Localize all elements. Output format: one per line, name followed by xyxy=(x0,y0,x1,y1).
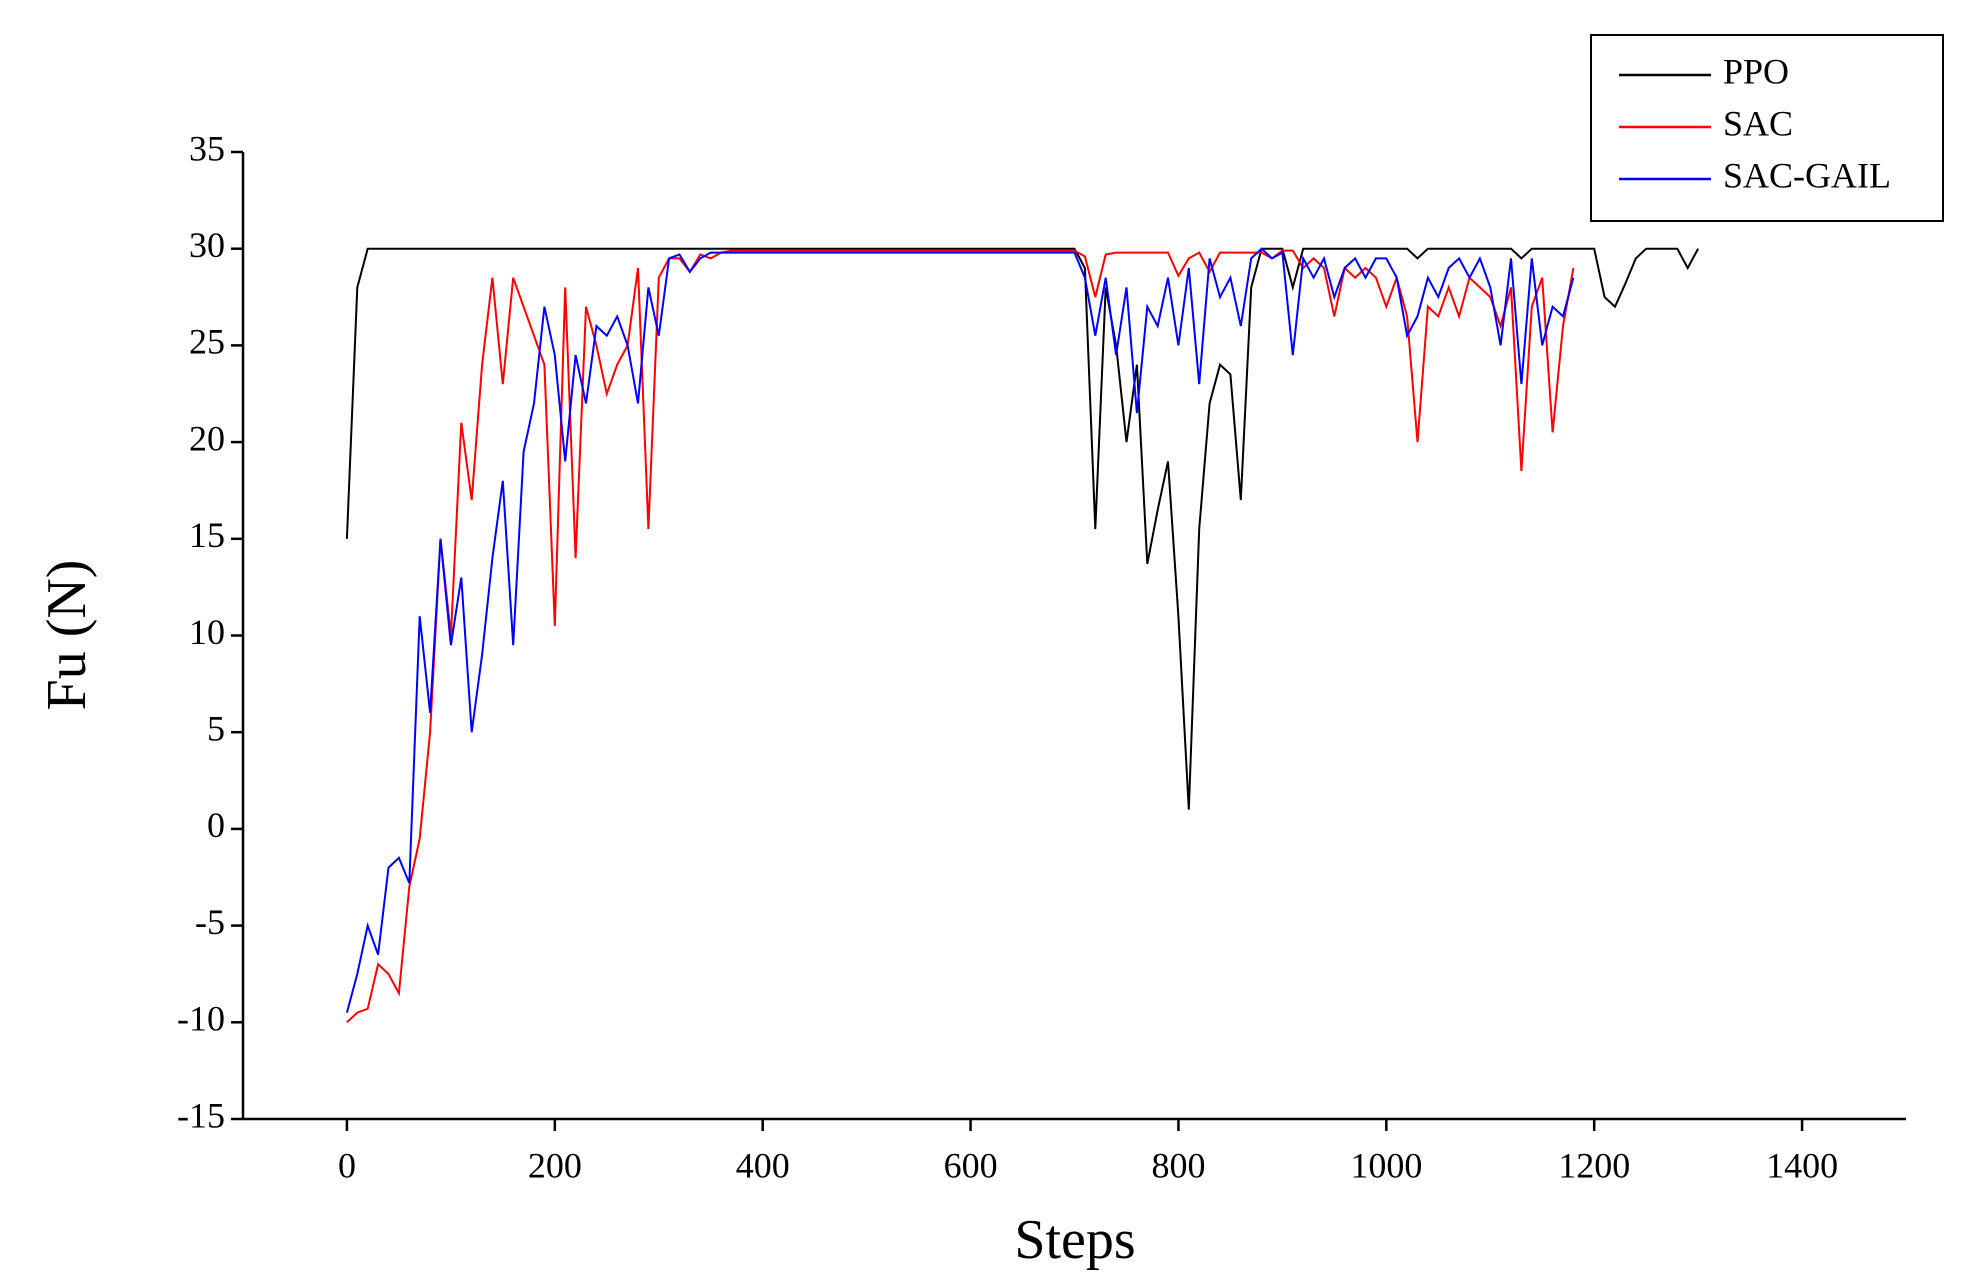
x-tick-label: 400 xyxy=(736,1145,790,1185)
x-axis-label: Steps xyxy=(1014,1209,1135,1271)
y-axis-label: Fu (N) xyxy=(36,560,98,711)
series-line xyxy=(345,247,1699,810)
y-tick-label: 15 xyxy=(189,515,225,555)
x-tick-label: 1400 xyxy=(1766,1145,1838,1185)
series-line xyxy=(345,247,1575,1013)
y-tick-label: 25 xyxy=(189,322,225,362)
x-tick-label: 800 xyxy=(1151,1145,1205,1185)
legend-label: SAC-GAIL xyxy=(1723,155,1891,195)
y-tick-label: 35 xyxy=(189,128,225,168)
y-tick-label: 10 xyxy=(189,612,225,652)
y-tick-label: -10 xyxy=(177,999,225,1039)
x-tick-label: 1200 xyxy=(1558,1145,1630,1185)
y-tick-label: 5 xyxy=(207,708,225,748)
x-tick-label: 600 xyxy=(944,1145,998,1185)
series-line xyxy=(346,249,1575,1024)
x-tick-label: 0 xyxy=(338,1145,356,1185)
y-tick-label: -15 xyxy=(177,1095,225,1135)
x-tick-label: 1000 xyxy=(1350,1145,1422,1185)
y-tick-label: 30 xyxy=(189,225,225,265)
x-tick-label: 200 xyxy=(528,1145,582,1185)
legend-label: PPO xyxy=(1723,51,1789,91)
y-tick-label: -5 xyxy=(195,902,225,942)
legend-label: SAC xyxy=(1723,103,1793,143)
y-tick-label: 0 xyxy=(207,805,225,845)
y-tick-label: 20 xyxy=(189,418,225,458)
